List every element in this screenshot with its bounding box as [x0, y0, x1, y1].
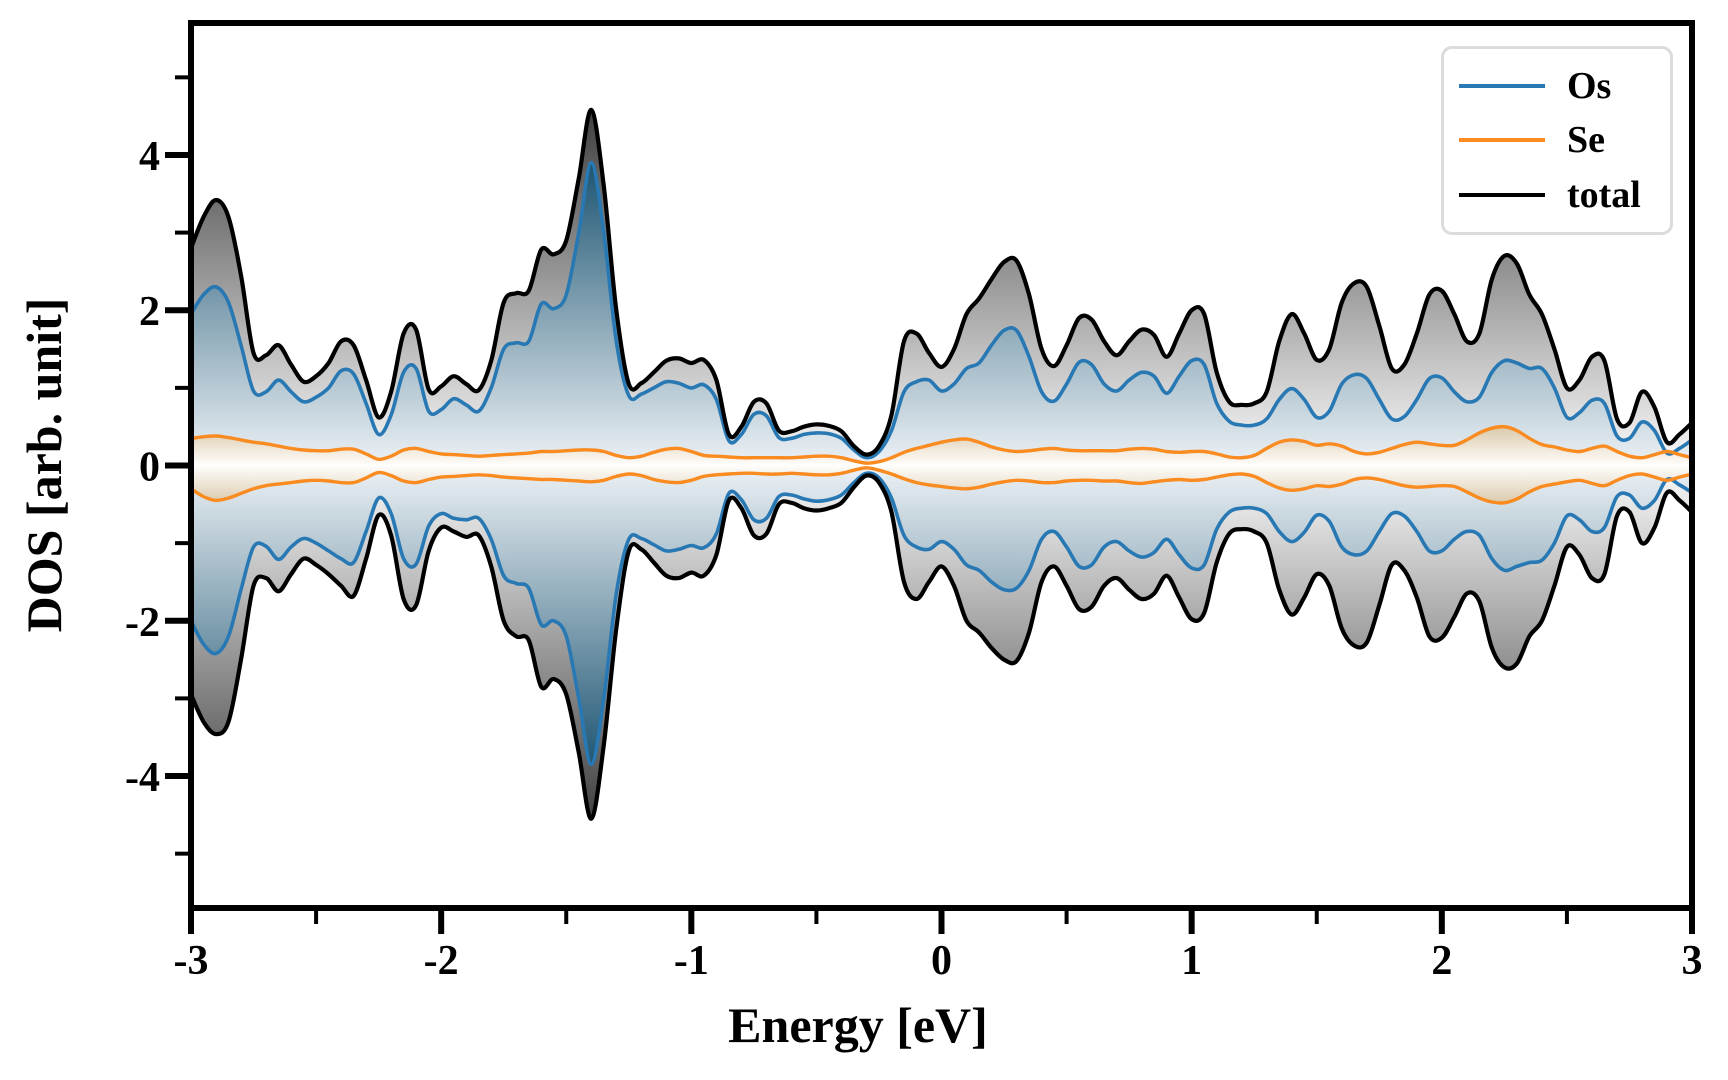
tick-labels: -3 -2 -1 0 1 2 3 -4 -2 0 2 4 — [125, 134, 1703, 984]
x-tick-label: -2 — [424, 938, 459, 984]
total-spin-up-line — [191, 107, 1692, 457]
legend-label-total: total — [1567, 173, 1641, 216]
y-tick-label: 2 — [139, 289, 160, 335]
ticks — [165, 75, 1695, 934]
x-axis-label: Energy [eV] — [728, 997, 988, 1053]
total-spin-down-line — [191, 473, 1692, 821]
plot-border — [188, 20, 1695, 911]
legend-label-os: Os — [1567, 65, 1612, 108]
legend: Os Se total — [1441, 46, 1673, 235]
y-tick-label: -2 — [125, 600, 160, 646]
legend-entry-total: total — [1459, 176, 1664, 214]
x-tick-label: -1 — [674, 938, 709, 984]
y-tick-label: 0 — [139, 445, 160, 491]
total-line-icon — [1459, 192, 1545, 197]
x-tick-label: 1 — [1181, 938, 1202, 984]
x-tick-label: 0 — [931, 938, 952, 984]
os-spin-down-line — [191, 471, 1692, 767]
legend-label-se: Se — [1567, 119, 1605, 162]
os-line-icon — [1459, 84, 1545, 89]
os-spin-up-line — [191, 160, 1692, 460]
legend-entry-se: Se — [1459, 121, 1664, 159]
y-tick-label: 4 — [139, 134, 160, 180]
se-spin-up-line — [191, 424, 1692, 465]
se-line-icon — [1459, 138, 1545, 143]
curves — [191, 107, 1692, 821]
legend-entry-os: Os — [1459, 67, 1664, 105]
x-tick-label: -3 — [174, 938, 209, 984]
se-spin-down-line — [191, 466, 1692, 505]
x-tick-label: 2 — [1431, 938, 1452, 984]
x-tick-label: 3 — [1682, 938, 1703, 984]
y-tick-label: -4 — [125, 755, 160, 801]
y-axis-label: DOS [arb. unit] — [16, 297, 72, 633]
